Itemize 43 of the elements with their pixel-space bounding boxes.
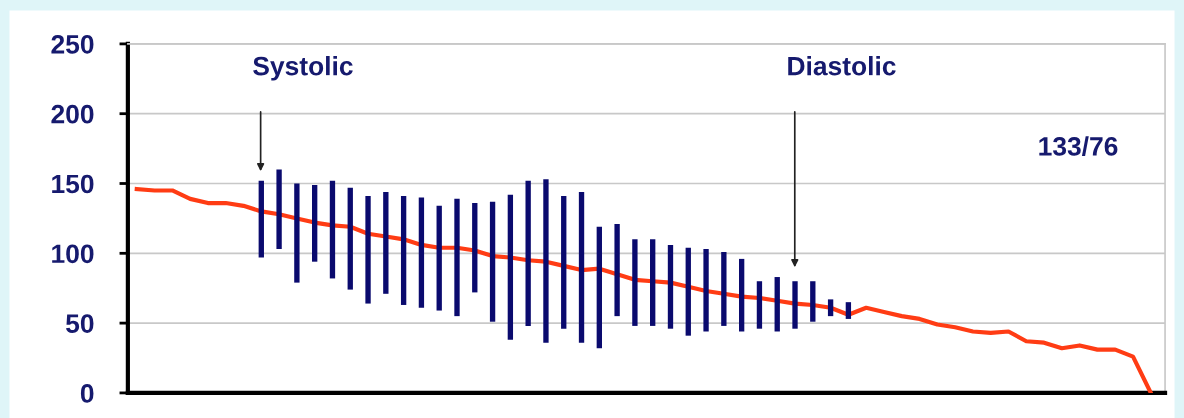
- bar: [703, 249, 709, 332]
- bar: [596, 226, 602, 349]
- y-tick-label: 0: [80, 384, 94, 403]
- y-tick-label: 150: [52, 174, 94, 194]
- bar: [792, 281, 798, 329]
- bar: [489, 201, 496, 322]
- bar: [650, 239, 656, 326]
- bar: [365, 196, 371, 304]
- bar: [276, 169, 282, 250]
- bar: [756, 281, 763, 329]
- bar: [312, 184, 318, 262]
- bar: [810, 281, 816, 322]
- bar: [507, 194, 514, 340]
- bar: [667, 244, 674, 329]
- bar: [614, 223, 620, 317]
- bar: [685, 247, 691, 336]
- y-tick-label: 250: [51, 35, 94, 54]
- annotation: 133/76: [1039, 136, 1118, 156]
- bar: [561, 196, 567, 329]
- bar: [294, 183, 300, 283]
- bar: [347, 187, 353, 290]
- bar: [472, 203, 478, 293]
- bar: [738, 258, 745, 332]
- bar: [845, 302, 852, 319]
- bar: [827, 299, 834, 317]
- bar: [383, 191, 389, 294]
- bar: [543, 179, 549, 343]
- annotation: Systolic: [253, 56, 353, 81]
- bar: [329, 180, 336, 279]
- bar: [454, 198, 460, 317]
- bar: [578, 191, 585, 343]
- bar: [632, 239, 638, 326]
- y-tick-label: 100: [52, 244, 94, 264]
- bar: [258, 180, 264, 258]
- bar: [774, 277, 780, 332]
- y-tick-label: 50: [66, 314, 94, 333]
- bar: [525, 180, 531, 326]
- bar: [721, 251, 727, 326]
- bar: [436, 205, 442, 311]
- annotation: Diastolic: [788, 56, 896, 76]
- bar: [400, 196, 407, 305]
- y-tick-label: 200: [51, 104, 94, 124]
- bar: [418, 197, 425, 308]
